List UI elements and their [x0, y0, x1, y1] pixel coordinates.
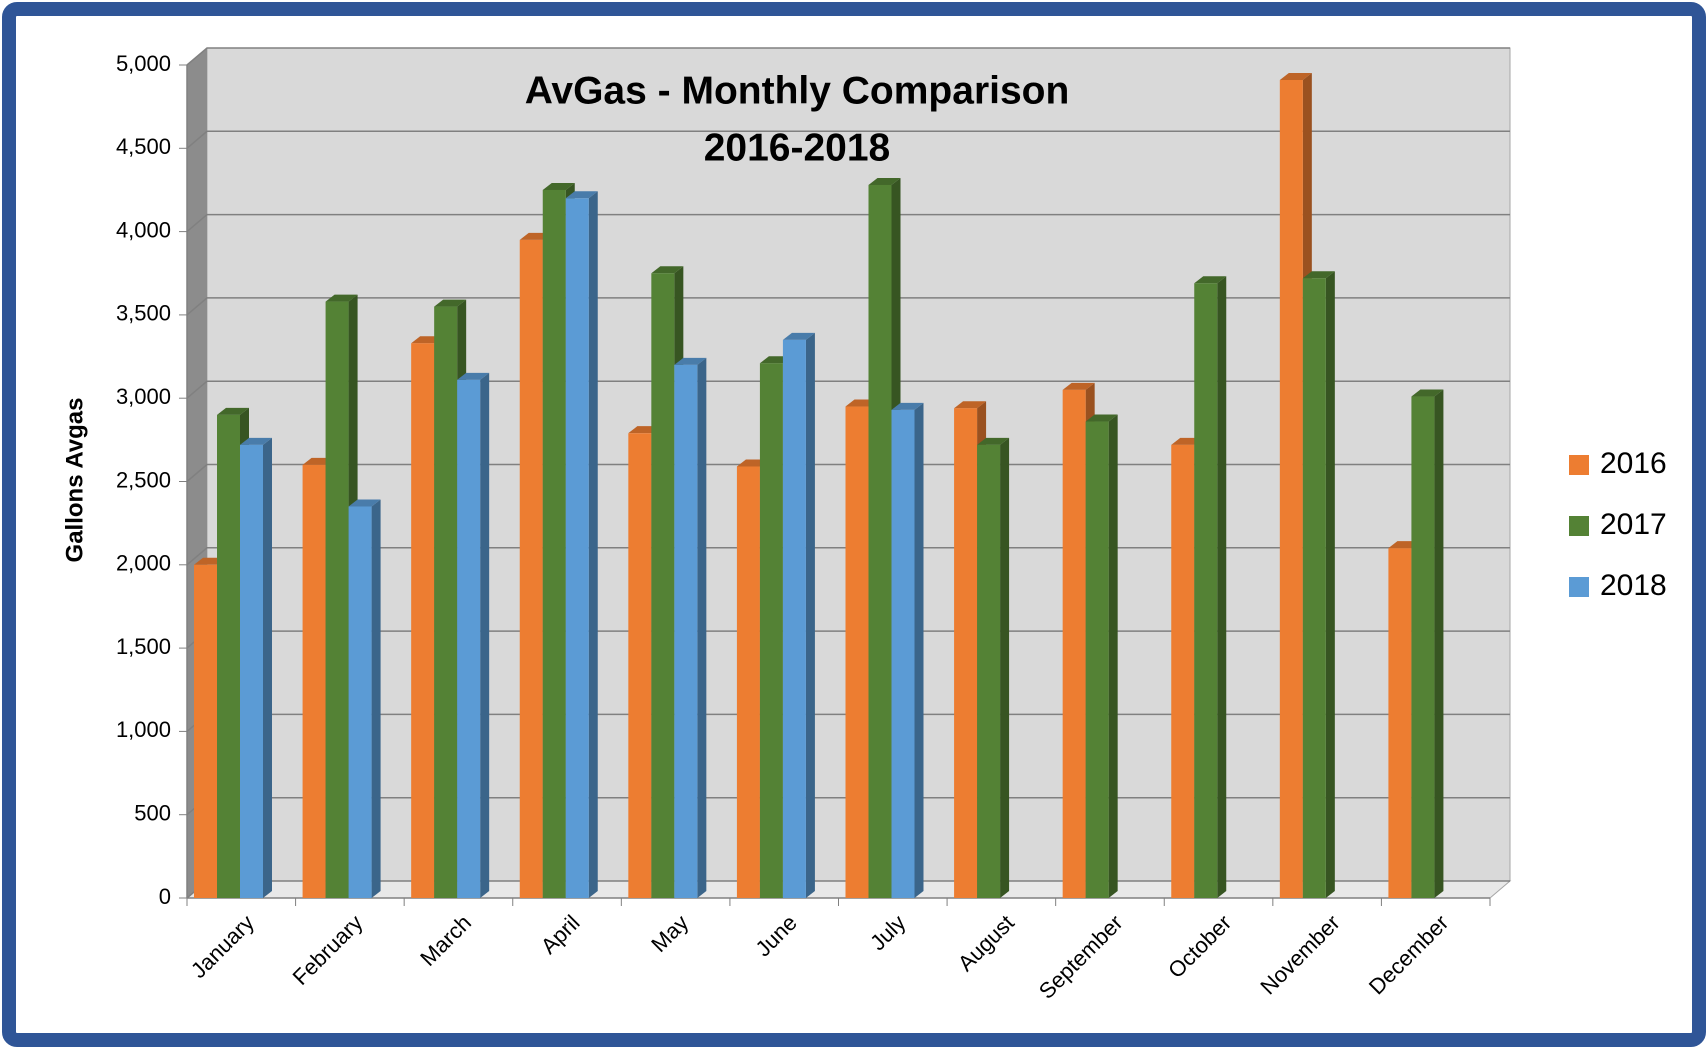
y-tick-label: 3,500	[116, 301, 171, 326]
grid-line	[186, 297, 1510, 316]
bar	[457, 379, 481, 898]
bar-top	[1062, 382, 1095, 390]
bar	[411, 343, 435, 898]
bar-side	[480, 372, 490, 898]
bar-top	[977, 437, 1010, 445]
y-axis-label: Gallons Avgas	[61, 398, 88, 563]
legend-swatch	[1569, 455, 1589, 475]
bar-side	[914, 402, 924, 898]
bar	[1302, 278, 1326, 898]
y-tick-label: 4,500	[116, 134, 171, 159]
bar	[217, 414, 240, 898]
bar-top	[565, 191, 598, 199]
bar	[565, 198, 589, 898]
chart-subtitle: 2016-2018	[704, 126, 891, 169]
legend-label: 2017	[1600, 508, 1667, 541]
bar-top	[1194, 276, 1227, 284]
bar-top	[1411, 389, 1444, 397]
bar	[1194, 283, 1218, 899]
chart-title: AvGas - Monthly Comparison	[525, 69, 1070, 112]
y-tick-label: 4,000	[116, 217, 171, 242]
bar	[954, 408, 978, 898]
bar	[1171, 444, 1195, 898]
y-tick-label: 1,500	[116, 634, 171, 659]
bar-side	[805, 332, 815, 898]
bar-top	[542, 182, 575, 190]
bar-top	[651, 266, 684, 274]
y-tick-label: 5,000	[116, 51, 171, 76]
y-tick-label: 3,000	[116, 384, 171, 409]
y-tick-label: 500	[134, 801, 171, 826]
bar-top	[348, 499, 381, 507]
y-tick-label: 2,000	[116, 551, 171, 576]
bar	[782, 339, 806, 898]
plot-area	[179, 47, 1512, 906]
y-tick-label: 0	[159, 884, 171, 909]
bar-top	[954, 401, 987, 409]
bar-side	[1108, 414, 1118, 898]
bar-side	[1217, 276, 1227, 899]
bar	[977, 444, 1001, 898]
grid-line	[186, 130, 1510, 149]
bar-top	[674, 357, 707, 365]
bar	[325, 301, 349, 898]
bar	[736, 466, 760, 898]
bar	[1279, 79, 1303, 898]
bar-top	[1085, 414, 1118, 422]
bar-top	[434, 299, 467, 307]
bar-top	[868, 177, 901, 185]
bar	[1411, 396, 1435, 898]
legend-label: 2018	[1600, 569, 1667, 602]
bar-side	[588, 191, 598, 898]
bar	[759, 363, 783, 898]
bar	[1388, 548, 1412, 898]
bar-top	[1302, 271, 1335, 279]
bar-side	[697, 357, 707, 898]
bar	[1062, 389, 1086, 898]
bar-side	[371, 499, 381, 898]
bar	[519, 239, 543, 898]
legend-swatch	[1569, 577, 1589, 597]
bar	[651, 273, 675, 898]
bar-side	[1325, 271, 1335, 898]
bar	[194, 564, 217, 898]
legend-label: 2016	[1600, 447, 1667, 480]
bar	[674, 364, 698, 898]
bar	[434, 306, 458, 898]
bar-top	[240, 437, 272, 445]
bar	[302, 464, 326, 898]
grid-line	[186, 380, 1510, 399]
bar-side	[263, 437, 272, 898]
grid-line	[186, 47, 1510, 66]
bar	[845, 406, 869, 898]
bar	[891, 409, 915, 898]
bar-top	[1279, 72, 1312, 80]
bar-side	[1000, 437, 1010, 898]
bar	[240, 444, 263, 898]
bar-top	[891, 402, 924, 410]
y-tick-label: 1,000	[116, 717, 171, 742]
bar-top	[457, 372, 490, 380]
legend-swatch	[1569, 516, 1589, 536]
bar-side	[1434, 389, 1444, 898]
bar	[1085, 421, 1109, 898]
bar-top	[217, 407, 249, 415]
bar	[542, 189, 566, 898]
y-tick-label: 2,500	[116, 467, 171, 492]
bar	[868, 184, 892, 898]
grid-line	[186, 213, 1510, 233]
bar-top	[325, 294, 358, 302]
bar-top	[782, 332, 815, 340]
bar	[628, 433, 652, 898]
bar	[348, 506, 372, 898]
